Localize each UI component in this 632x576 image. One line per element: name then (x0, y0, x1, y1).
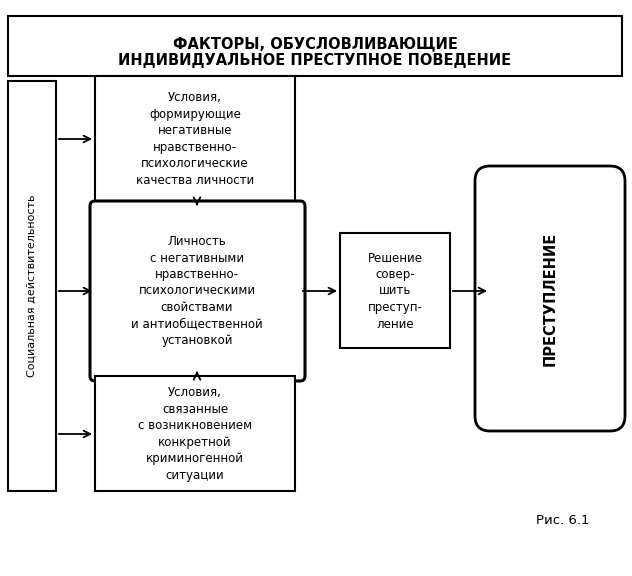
Text: Рис. 6.1: Рис. 6.1 (537, 514, 590, 528)
FancyBboxPatch shape (95, 76, 295, 201)
Text: ИНДИВИДУАЛЬНОЕ ПРЕСТУПНОЕ ПОВЕДЕНИЕ: ИНДИВИДУАЛЬНОЕ ПРЕСТУПНОЕ ПОВЕДЕНИЕ (118, 54, 511, 69)
Text: Социальная действительность: Социальная действительность (27, 195, 37, 377)
FancyBboxPatch shape (8, 81, 56, 491)
FancyBboxPatch shape (475, 166, 625, 431)
Text: ФАКТОРЫ, ОБУСЛОВЛИВАЮЩИЕ: ФАКТОРЫ, ОБУСЛОВЛИВАЮЩИЕ (173, 36, 458, 51)
FancyBboxPatch shape (8, 16, 622, 76)
Text: Решение
совер-
шить
преступ-
ление: Решение совер- шить преступ- ление (367, 252, 423, 331)
Text: ПРЕСТУПЛЕНИЕ: ПРЕСТУПЛЕНИЕ (542, 232, 557, 366)
FancyBboxPatch shape (90, 201, 305, 381)
FancyBboxPatch shape (95, 376, 295, 491)
Text: Личность
с негативными
нравственно-
психологическими
свойствами
и антиобщественн: Личность с негативными нравственно- псих… (131, 235, 263, 347)
FancyBboxPatch shape (340, 233, 450, 348)
Text: Условия,
связанные
с возникновением
конкретной
криминогенной
ситуации: Условия, связанные с возникновением конк… (138, 386, 252, 482)
Text: Условия,
формирующие
негативные
нравственно-
психологические
качества личности: Условия, формирующие негативные нравстве… (136, 91, 254, 187)
